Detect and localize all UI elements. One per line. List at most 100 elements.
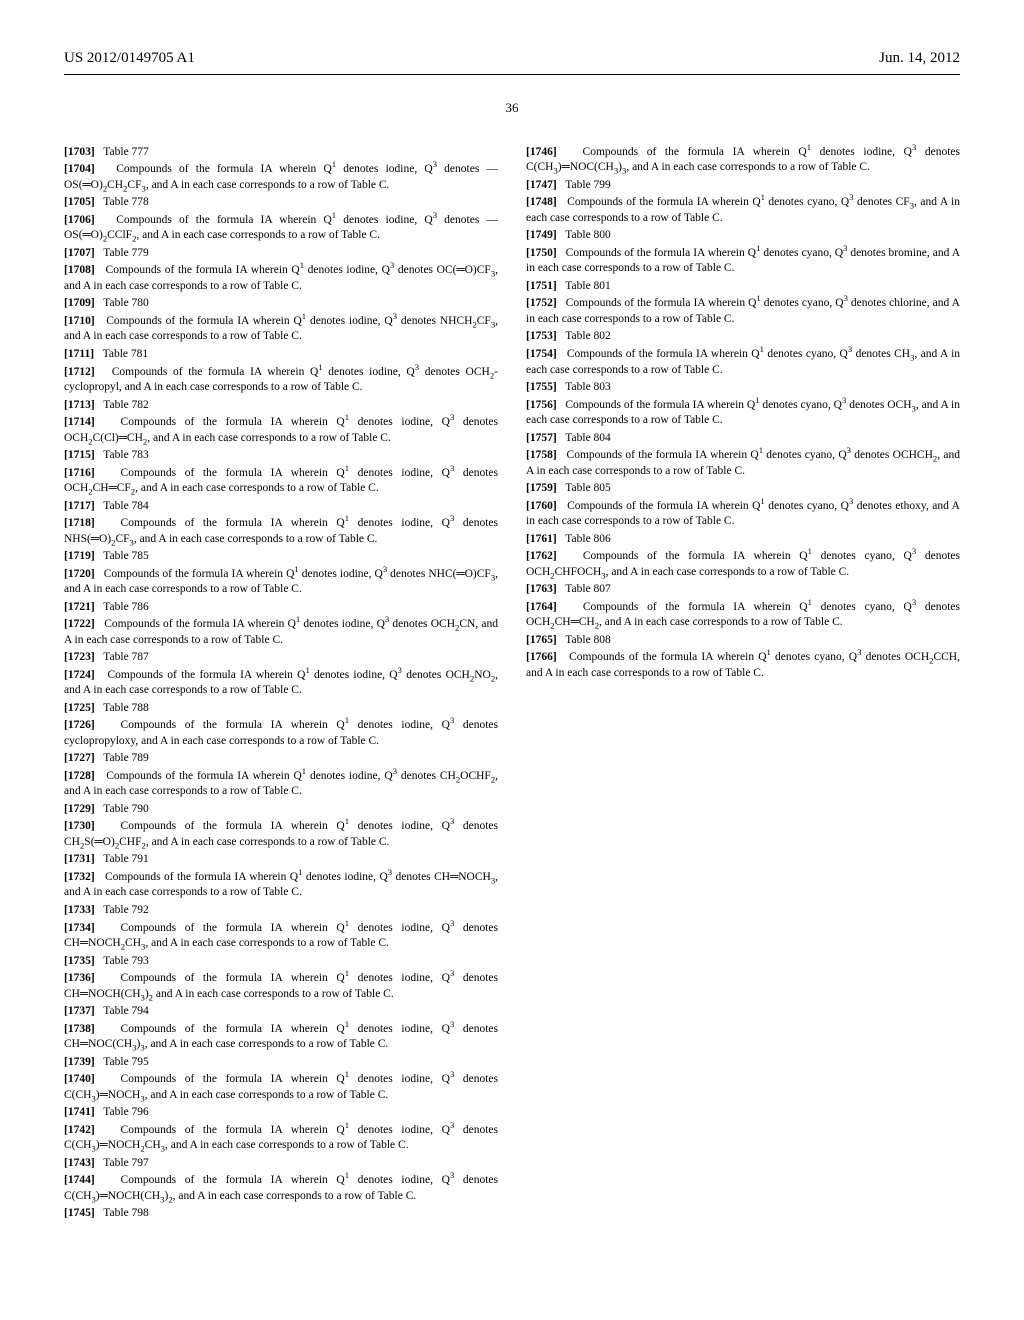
paragraph-number: [1703] [64,146,95,158]
paragraph-number: [1735] [64,955,95,967]
body-paragraph: [1724] Compounds of the formula IA where… [64,668,498,699]
table-title-paragraph: [1723] Table 787 [64,650,498,666]
body-paragraph: [1736] Compounds of the formula IA where… [64,971,498,1002]
publication-number: US 2012/0149705 A1 [64,48,195,68]
table-title-paragraph: [1751] Table 801 [526,279,960,295]
body-paragraph: [1726] Compounds of the formula IA where… [64,718,498,749]
body-paragraph: [1748] Compounds of the formula IA where… [526,195,960,226]
paragraph-number: [1754] [526,348,557,360]
paragraph-number: [1742] [64,1124,95,1136]
table-title-paragraph: [1759] Table 805 [526,481,960,497]
paragraph-number: [1757] [526,432,557,444]
body-paragraph: [1730] Compounds of the formula IA where… [64,819,498,850]
body-paragraph: [1746] Compounds of the formula IA where… [526,145,960,176]
body-paragraph: [1722] Compounds of the formula IA where… [64,617,498,648]
table-title-paragraph: [1757] Table 804 [526,431,960,447]
paragraph-number: [1744] [64,1174,95,1186]
body-paragraph: [1716] Compounds of the formula IA where… [64,466,498,497]
table-title-paragraph: [1721] Table 786 [64,600,498,616]
table-title-paragraph: [1709] Table 780 [64,296,498,312]
paragraph-number: [1745] [64,1207,95,1219]
body-paragraph: [1758] Compounds of the formula IA where… [526,448,960,479]
paragraph-number: [1743] [64,1157,95,1169]
body-paragraph: [1754] Compounds of the formula IA where… [526,347,960,378]
paragraph-number: [1726] [64,719,95,731]
paragraph-number: [1728] [64,770,95,782]
paragraph-number: [1752] [526,297,557,309]
paragraph-number: [1732] [64,871,95,883]
paragraph-number: [1756] [526,399,557,411]
paragraph-number: [1739] [64,1056,95,1068]
paragraph-number: [1760] [526,500,557,512]
paragraph-number: [1720] [64,568,95,580]
paragraph-number: [1709] [64,297,95,309]
body-paragraph: [1732] Compounds of the formula IA where… [64,870,498,901]
body-columns: [1703] Table 777[1704] Compounds of the … [64,145,960,1255]
paragraph-number: [1749] [526,229,557,241]
paragraph-number: [1758] [526,449,557,461]
body-paragraph: [1706] Compounds of the formula IA where… [64,213,498,244]
body-paragraph: [1760] Compounds of the formula IA where… [526,499,960,530]
paragraph-number: [1736] [64,972,95,984]
paragraph-number: [1708] [64,264,95,276]
table-title-paragraph: [1703] Table 777 [64,145,498,161]
paragraph-number: [1746] [526,146,557,158]
table-title-paragraph: [1737] Table 794 [64,1004,498,1020]
table-title-paragraph: [1711] Table 781 [64,347,498,363]
paragraph-number: [1738] [64,1023,95,1035]
body-paragraph: [1752] Compounds of the formula IA where… [526,296,960,327]
paragraph-number: [1766] [526,651,557,663]
paragraph-number: [1764] [526,601,557,613]
table-title-paragraph: [1719] Table 785 [64,549,498,565]
paragraph-number: [1707] [64,247,95,259]
paragraph-number: [1725] [64,702,95,714]
paragraph-number: [1730] [64,820,95,832]
table-title-paragraph: [1717] Table 784 [64,499,498,515]
body-paragraph: [1738] Compounds of the formula IA where… [64,1022,498,1053]
body-paragraph: [1704] Compounds of the formula IA where… [64,162,498,193]
paragraph-number: [1765] [526,634,557,646]
paragraph-number: [1755] [526,381,557,393]
paragraph-number: [1737] [64,1005,95,1017]
paragraph-number: [1751] [526,280,557,292]
table-title-paragraph: [1745] Table 798 [64,1206,498,1222]
body-paragraph: [1744] Compounds of the formula IA where… [64,1173,498,1204]
paragraph-number: [1740] [64,1073,95,1085]
table-title-paragraph: [1725] Table 788 [64,701,498,717]
paragraph-number: [1734] [64,922,95,934]
table-title-paragraph: [1763] Table 807 [526,582,960,598]
paragraph-number: [1759] [526,482,557,494]
paragraph-number: [1763] [526,583,557,595]
paragraph-number: [1723] [64,651,95,663]
body-paragraph: [1712] Compounds of the formula IA where… [64,365,498,396]
paragraph-number: [1706] [64,214,95,226]
paragraph-number: [1741] [64,1106,95,1118]
table-title-paragraph: [1739] Table 795 [64,1055,498,1071]
body-paragraph: [1762] Compounds of the formula IA where… [526,549,960,580]
paragraph-number: [1713] [64,399,95,411]
table-title-paragraph: [1753] Table 802 [526,329,960,345]
paragraph-number: [1714] [64,416,95,428]
table-title-paragraph: [1733] Table 792 [64,903,498,919]
page-header: US 2012/0149705 A1 Jun. 14, 2012 [64,48,960,68]
body-paragraph: [1728] Compounds of the formula IA where… [64,769,498,800]
table-title-paragraph: [1743] Table 797 [64,1156,498,1172]
header-rule [64,74,960,75]
paragraph-number: [1704] [64,163,95,175]
paragraph-number: [1727] [64,752,95,764]
table-title-paragraph: [1735] Table 793 [64,954,498,970]
paragraph-number: [1716] [64,467,95,479]
table-title-paragraph: [1715] Table 783 [64,448,498,464]
paragraph-number: [1747] [526,179,557,191]
body-paragraph: [1710] Compounds of the formula IA where… [64,314,498,345]
table-title-paragraph: [1713] Table 782 [64,398,498,414]
body-paragraph: [1742] Compounds of the formula IA where… [64,1123,498,1154]
paragraph-number: [1705] [64,196,95,208]
paragraph-number: [1712] [64,366,95,378]
body-paragraph: [1750] Compounds of the formula IA where… [526,246,960,277]
body-paragraph: [1766] Compounds of the formula IA where… [526,650,960,681]
body-paragraph: [1708] Compounds of the formula IA where… [64,263,498,294]
body-paragraph: [1764] Compounds of the formula IA where… [526,600,960,631]
paragraph-number: [1724] [64,669,95,681]
publication-date: Jun. 14, 2012 [879,48,960,68]
